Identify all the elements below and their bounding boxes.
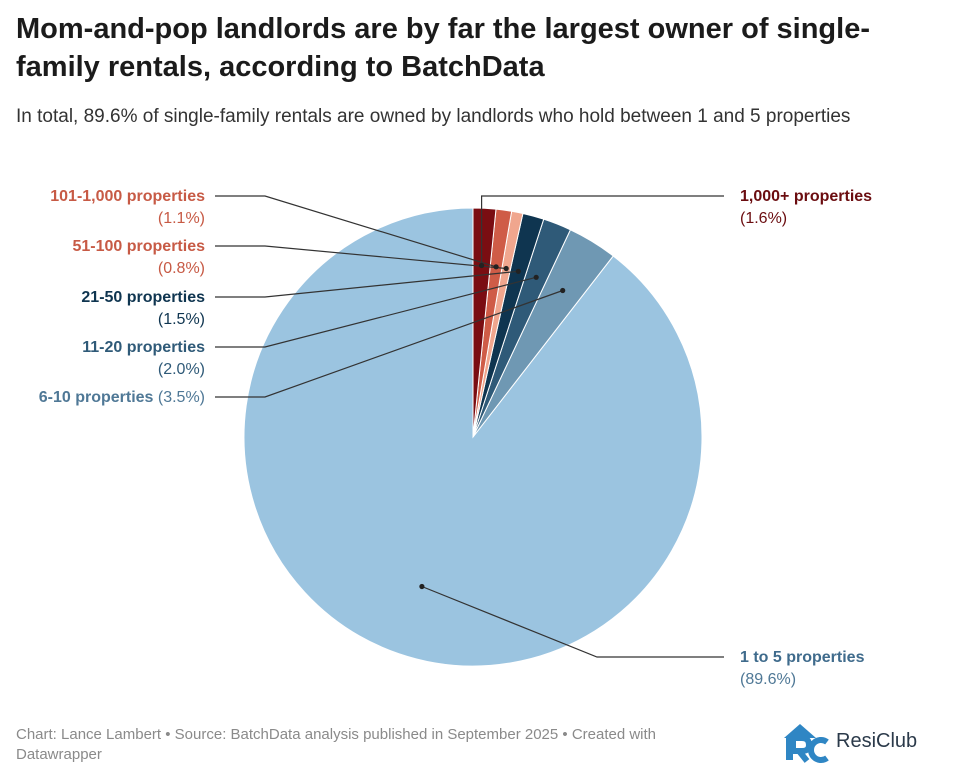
leader-dot-1-000-properties [479, 262, 485, 269]
resiclub-logo-icon [784, 724, 829, 763]
leader-line-6-10-properties [215, 289, 563, 398]
pie-chart: 1 to 5 properties (89.6%) 6-10 properties … [39, 188, 872, 688]
slice-label-101-1-000-properties: 101-1,000 properties [50, 188, 205, 205]
leader-dot-101-1-000-properties [493, 264, 499, 270]
leader-line-51-100-properties [215, 245, 507, 270]
leader-dot-1-to-5-properties [419, 583, 425, 590]
brand-name: ResiClub [836, 729, 918, 752]
slice-value-101-1-000-properties: (1.1%) [158, 210, 205, 227]
leader-line-1-to-5-properties [421, 585, 724, 658]
leader-dot-11-20-properties [533, 274, 539, 280]
slice-label-1-000-properties: 1,000+ properties [740, 188, 872, 205]
leader-dot-21-50-properties [515, 268, 521, 274]
slice-value-51-100-properties: (0.8%) [158, 260, 205, 277]
slice-label-1-to-5-properties: 1 to 5 properties [740, 649, 865, 666]
leader-line-21-50-properties [215, 270, 519, 298]
source-credit: Chart: Lance Lambert • Source: BatchData… [16, 726, 657, 763]
slice-value-11-20-properties: (2.0%) [158, 361, 205, 378]
leader-line-101-1-000-properties [215, 195, 497, 268]
slice-value-21-50-properties: (1.5%) [158, 311, 205, 328]
slice-value-1-to-5-properties: (89.6%) [740, 671, 796, 688]
slice-value-1-000-properties: (1.6%) [740, 210, 787, 227]
slice-label-11-20-properties: 11-20 properties [82, 339, 205, 356]
leader-line-11-20-properties [215, 276, 537, 348]
leader-dot-6-10-properties [560, 287, 566, 294]
leader-dot-51-100-properties [503, 265, 509, 272]
slice-label-21-50-properties: 21-50 properties [81, 289, 205, 306]
chart-title: Mom-and-pop landlords are by far the lar… [16, 13, 870, 83]
chart-subtitle: In total, 89.6% of single-family rentals… [16, 106, 851, 127]
slice-label-6-10-properties: 6-10 properties (3.5%) [39, 389, 205, 406]
leader-line-1-000-properties [481, 195, 724, 266]
slice-label-51-100-properties: 51-100 properties [72, 238, 205, 255]
brand[interactable]: ResiClub [780, 716, 917, 766]
